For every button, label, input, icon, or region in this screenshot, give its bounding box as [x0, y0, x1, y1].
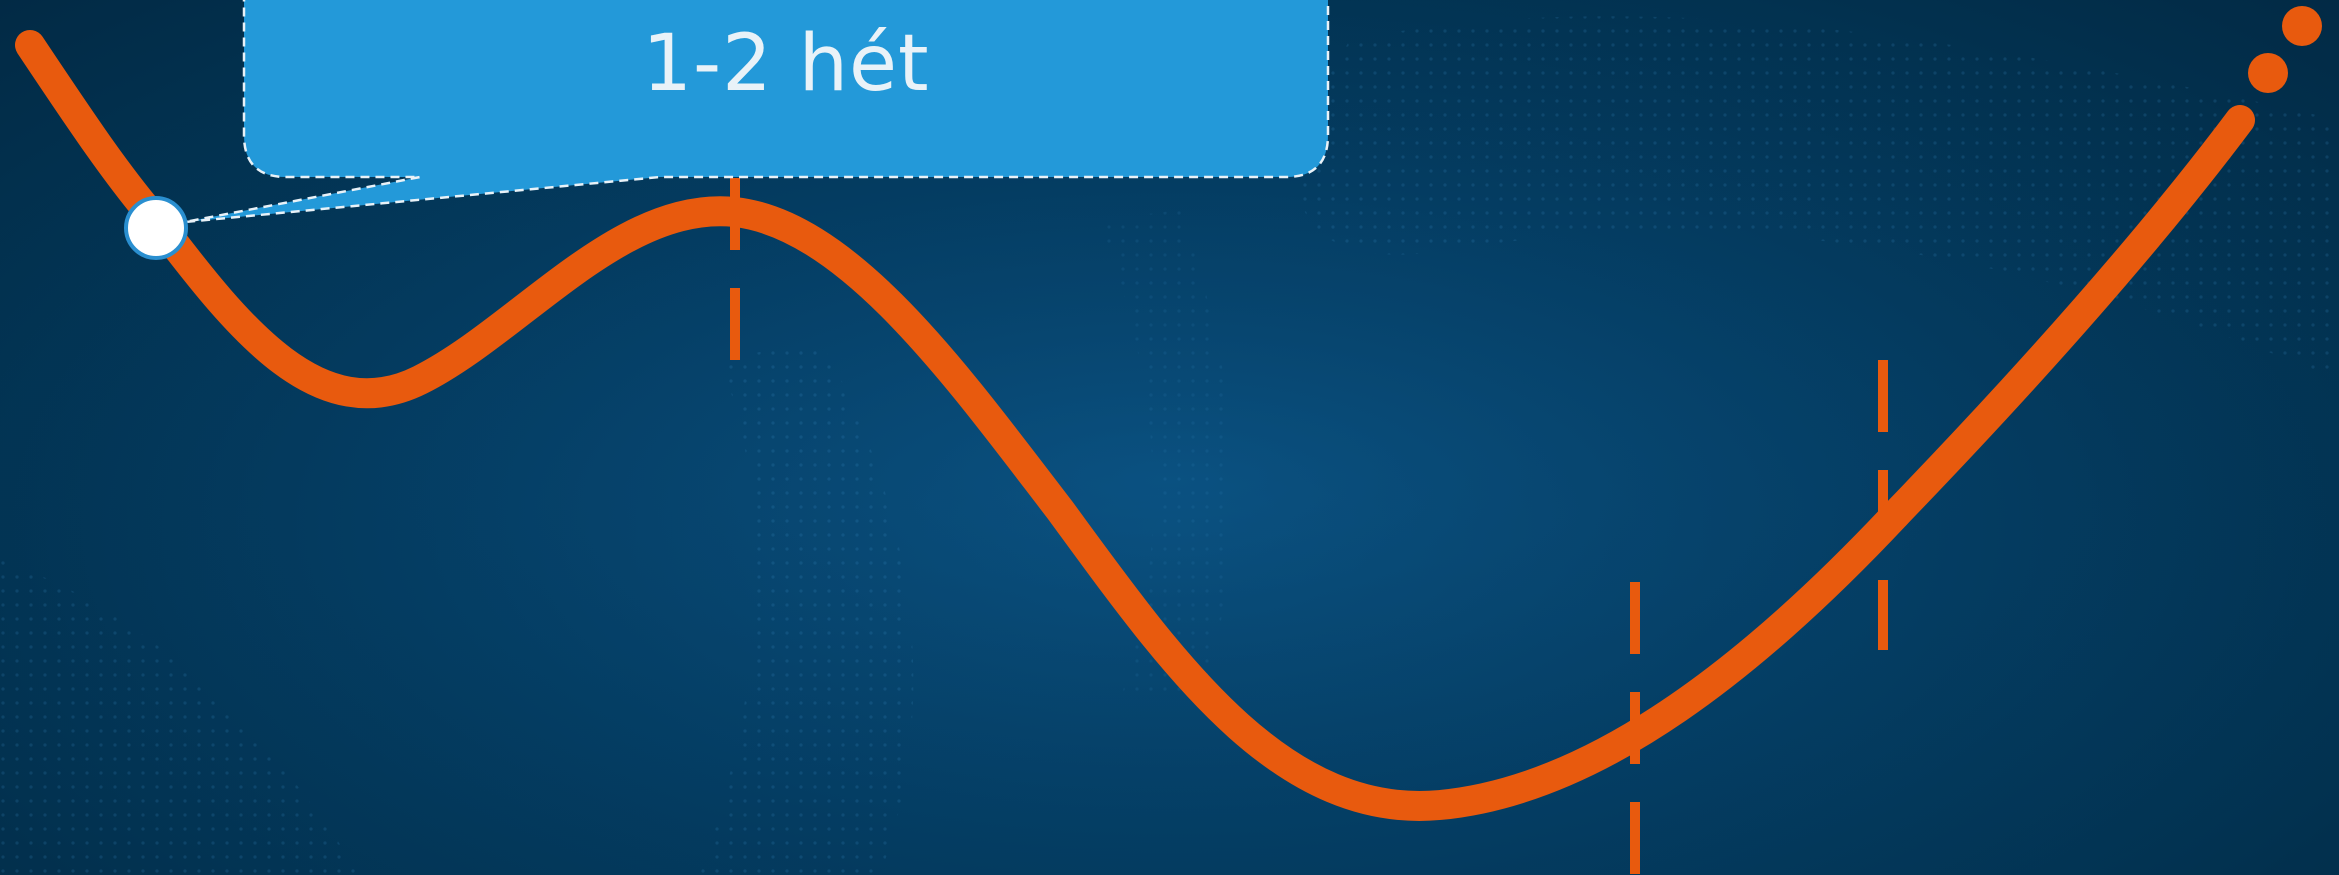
timeline-marker[interactable] [124, 196, 188, 260]
callout-bubble [184, 0, 1330, 224]
callout-label: 1-2 hét [642, 19, 930, 109]
dotted-wave-decoration [0, 16, 2339, 875]
curve-end-dot-2 [2282, 6, 2322, 46]
timeline-curve [15, 30, 2255, 821]
curve-end-dot-1 [2248, 53, 2288, 93]
